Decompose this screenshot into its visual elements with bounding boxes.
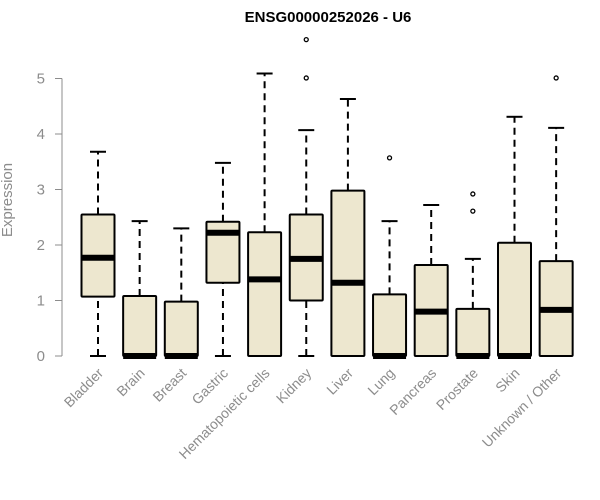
box-skin — [497, 115, 532, 359]
box-brain — [122, 220, 158, 359]
y-tick-label: 3 — [37, 182, 45, 199]
chart-title: ENSG00000252026 - U6 — [245, 9, 412, 26]
x-tick-label: Bladder — [61, 365, 107, 411]
y-tick-label: 5 — [37, 71, 45, 88]
outlier-point — [303, 75, 309, 81]
x-tick-label: Breast — [149, 365, 189, 405]
box-iqr — [330, 189, 366, 357]
x-tick-label: Liver — [323, 365, 356, 398]
box-iqr — [455, 307, 491, 358]
box-liver — [330, 98, 366, 357]
box-iqr — [372, 293, 408, 357]
y-tick-label: 4 — [37, 126, 45, 143]
box-iqr — [122, 295, 158, 357]
y-axis-label: Expression — [0, 163, 16, 237]
outlier-point — [386, 155, 393, 161]
outlier-point — [303, 37, 309, 43]
y-tick-label: 1 — [37, 293, 45, 310]
boxes-group — [80, 37, 574, 359]
box-pancreas — [413, 204, 449, 358]
box-iqr — [163, 300, 199, 357]
y-tick-label: 2 — [37, 237, 45, 254]
x-tick-label: Prostate — [433, 365, 481, 413]
box-lung — [372, 155, 408, 359]
box-iqr — [205, 220, 241, 284]
box-bladder — [80, 150, 116, 357]
box-gastric — [205, 161, 241, 357]
box-kidney — [288, 37, 324, 357]
outlier-point — [470, 191, 476, 197]
outlier-point — [470, 208, 476, 214]
outlier-point — [553, 75, 559, 81]
x-tick-label: Kidney — [273, 365, 315, 407]
x-tick-label: Lung — [364, 365, 397, 398]
x-tick-label: Brain — [113, 365, 147, 399]
box-unknown-other — [538, 75, 574, 357]
y-tick-label: 0 — [37, 348, 45, 365]
box-iqr — [247, 231, 283, 357]
box-breast — [163, 227, 199, 359]
box-prostate — [455, 191, 491, 359]
y-axis: 0 1 2 3 4 5 — [37, 71, 63, 365]
x-tick-label: Unknown / Other — [479, 365, 565, 451]
x-tick-label: Skin — [492, 365, 523, 396]
box-hematopoietic-cells — [247, 72, 283, 357]
box-iqr — [497, 241, 532, 357]
